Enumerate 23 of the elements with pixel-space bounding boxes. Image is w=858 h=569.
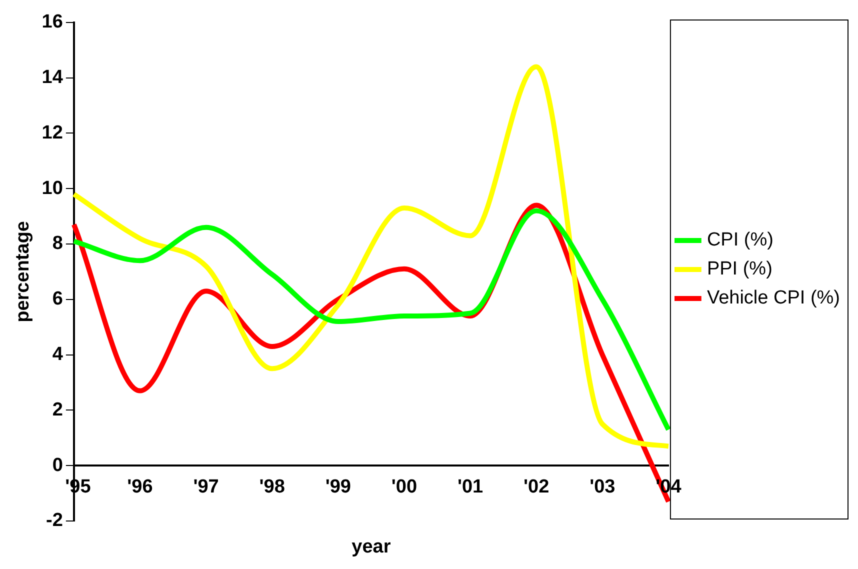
y-tick-label: 10 [42,178,63,199]
x-axis-title: year [352,536,392,558]
legend-label: PPI (%) [706,258,772,280]
legend-label: CPI (%) [706,230,774,251]
x-tick-label: '98 [259,476,285,498]
y-tick-label: 4 [52,344,64,366]
x-tick-label: '97 [193,476,219,498]
x-tick-label: '99 [325,476,351,498]
y-axis-title: percentage [12,221,34,322]
y-tick-label: 16 [42,12,63,33]
y-tick-label: 8 [52,233,63,254]
y-tick-label: 2 [52,399,63,420]
x-tick-label: '01 [457,476,484,498]
y-tick-label: 6 [52,288,63,310]
legend-label: Vehicle CPI (%) [706,288,840,309]
y-tick-label: 0 [52,454,63,476]
x-tick-label: '03 [590,476,616,498]
x-tick-label: '00 [391,476,418,498]
y-tick-label: 14 [42,67,64,88]
x-tick-label: '02 [524,476,550,498]
y-tick-label: 12 [42,122,63,144]
y-tick-label: -2 [46,510,63,532]
x-tick-label: '96 [127,476,153,498]
